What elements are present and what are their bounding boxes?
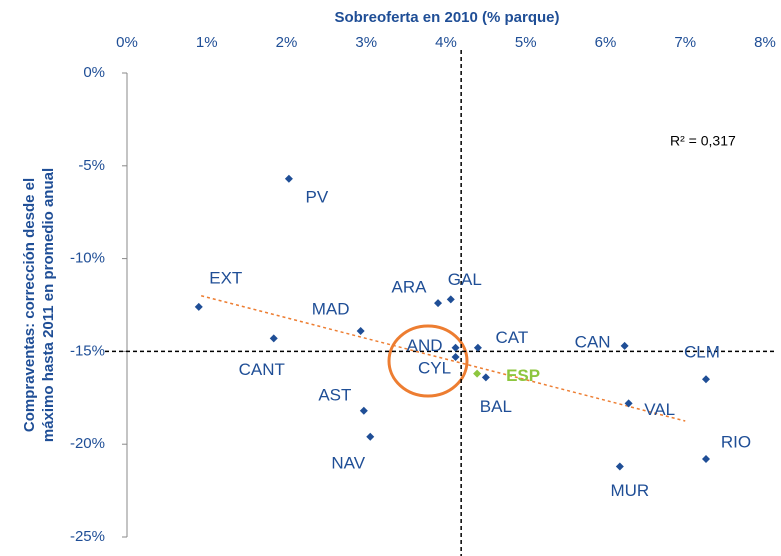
- point-label: CLM: [684, 343, 720, 362]
- point: [481, 373, 490, 382]
- point-label: ARA: [392, 278, 428, 297]
- point-label: BAL: [480, 397, 512, 416]
- point: [434, 299, 443, 308]
- x-tick-label: 6%: [595, 34, 617, 51]
- point: [356, 326, 365, 335]
- y-tick-label: 0%: [83, 64, 105, 81]
- point: [366, 432, 375, 441]
- point: [451, 343, 460, 352]
- y-tick-label: -10%: [70, 250, 105, 267]
- point-label: MUR: [610, 481, 649, 500]
- point-label: NAV: [331, 453, 365, 472]
- point: [473, 369, 482, 378]
- point-label: CYL: [418, 358, 451, 377]
- y-axis-title: Compraventas: corrección desde el máximo…: [21, 168, 57, 442]
- y-tick-label: -25%: [70, 528, 105, 545]
- point-label: AND: [407, 336, 443, 355]
- y-axis-title-line: Compraventas: corrección desde el: [21, 178, 38, 432]
- point-label: VAL: [644, 400, 675, 419]
- y-axis-title-line: máximo hasta 2011 en promedio anual: [40, 168, 57, 442]
- x-tick-label: 0%: [116, 34, 138, 51]
- point: [359, 406, 368, 415]
- point: [701, 375, 710, 384]
- r-squared: R² = 0,317: [670, 133, 736, 149]
- point-label: MAD: [312, 299, 350, 318]
- point: [269, 334, 278, 343]
- point-label: ESP: [506, 366, 540, 385]
- point: [701, 455, 710, 464]
- point: [446, 295, 455, 304]
- y-tick-label: -15%: [70, 342, 105, 359]
- point-label: CANT: [239, 360, 285, 379]
- x-tick-label: 1%: [196, 34, 218, 51]
- point: [624, 399, 633, 408]
- point: [620, 341, 629, 350]
- point: [451, 352, 460, 361]
- point-label: EXT: [209, 268, 242, 287]
- point: [473, 343, 482, 352]
- point: [284, 174, 293, 183]
- point-label: GAL: [448, 270, 482, 289]
- point: [194, 302, 203, 311]
- highlight-circle: [387, 324, 469, 398]
- point-label: CAT: [496, 328, 529, 347]
- y-tick-label: -5%: [78, 157, 105, 174]
- point: [615, 462, 624, 471]
- trendline: [200, 294, 686, 422]
- x-tick-label: 2%: [276, 34, 298, 51]
- point-label: PV: [306, 187, 329, 206]
- x-axis-title: Sobreoferta en 2010 (% parque): [334, 9, 559, 26]
- y-tick-label: -20%: [70, 435, 105, 452]
- x-tick-label: 3%: [355, 34, 377, 51]
- x-tick-label: 7%: [674, 34, 696, 51]
- x-tick-label: 5%: [515, 34, 537, 51]
- point-label: CAN: [575, 332, 611, 351]
- x-tick-label: 8%: [754, 34, 776, 51]
- point-label: AST: [318, 385, 351, 404]
- x-tick-label: 4%: [435, 34, 457, 51]
- point-label: RIO: [721, 433, 751, 452]
